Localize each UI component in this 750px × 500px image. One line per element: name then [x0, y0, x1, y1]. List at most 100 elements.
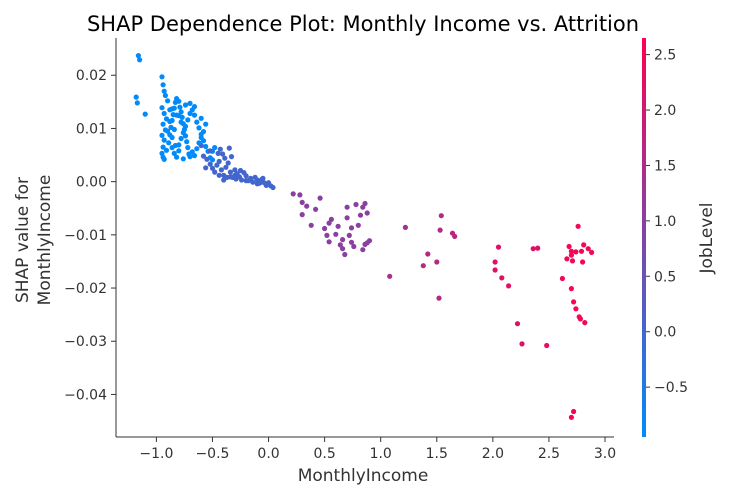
y-tick-label: −0.01	[64, 228, 107, 244]
data-point	[571, 299, 577, 305]
data-point	[166, 140, 172, 146]
y-tick-label: 0.02	[76, 68, 107, 84]
data-point	[227, 174, 233, 180]
colorbar-label: JobLevel	[697, 202, 717, 274]
colorbar-tick-label: 0.0	[654, 325, 676, 341]
x-tick-label: 0.0	[257, 446, 279, 462]
data-point	[239, 177, 245, 183]
data-point	[299, 199, 305, 205]
x-tick-label: 3.0	[594, 446, 616, 462]
data-point	[161, 137, 167, 143]
colorbar-tick-label: 0.5	[654, 269, 676, 285]
y-tick-label: −0.04	[64, 387, 107, 403]
y-axis-label-line-1: SHAP value for	[13, 177, 33, 303]
data-point	[172, 142, 178, 149]
data-point	[438, 213, 444, 219]
data-point	[357, 212, 364, 218]
data-point	[402, 224, 408, 230]
data-point	[495, 244, 502, 250]
data-point	[133, 94, 139, 100]
data-point	[223, 164, 229, 170]
data-point	[237, 167, 244, 174]
data-point	[159, 132, 165, 138]
data-point	[198, 115, 204, 121]
data-point	[566, 243, 572, 250]
data-point	[568, 248, 575, 254]
data-point	[452, 233, 458, 239]
data-point	[420, 263, 426, 269]
data-point	[573, 249, 579, 255]
data-point	[191, 153, 198, 159]
data-point	[177, 104, 183, 110]
data-point	[187, 154, 193, 160]
data-point	[159, 74, 165, 80]
data-point	[227, 169, 233, 175]
data-point	[212, 169, 218, 175]
colorbar-ticks: 2.5 2.0 1.5 1.0 0.5 0.0 −0.5	[646, 48, 688, 396]
data-point	[530, 246, 536, 252]
data-point	[169, 134, 175, 141]
data-point	[216, 172, 222, 178]
data-point	[228, 154, 235, 160]
data-point	[184, 139, 190, 145]
data-point	[589, 249, 595, 255]
data-point	[217, 146, 223, 152]
data-point	[344, 215, 350, 221]
data-point	[176, 98, 182, 104]
data-point	[232, 167, 238, 173]
data-point	[346, 232, 352, 238]
data-point	[364, 240, 370, 246]
data-point	[333, 231, 339, 237]
data-point	[194, 119, 200, 125]
data-point	[160, 121, 166, 127]
data-point	[304, 203, 310, 209]
data-point	[203, 165, 209, 171]
x-tick-label: 1.5	[426, 446, 448, 462]
colorbar-tick-label: 1.0	[654, 214, 676, 230]
data-point	[434, 259, 440, 265]
data-point	[207, 161, 213, 167]
x-tick-label: 0.5	[313, 446, 335, 462]
data-point	[134, 100, 140, 106]
data-point	[209, 157, 216, 163]
data-point	[250, 179, 256, 185]
data-point	[185, 117, 191, 123]
data-point	[215, 150, 221, 156]
data-point	[194, 146, 200, 152]
data-point	[317, 195, 323, 201]
y-tick-label: 0.00	[76, 175, 107, 191]
data-point	[200, 129, 207, 135]
data-point	[337, 242, 343, 248]
data-point	[220, 151, 226, 157]
data-point	[178, 119, 184, 125]
data-point	[167, 118, 173, 125]
colorbar-tick-label: −0.5	[654, 380, 688, 396]
data-point	[209, 165, 216, 171]
data-point	[437, 227, 443, 233]
data-point	[322, 225, 328, 232]
data-point	[225, 160, 231, 166]
data-point	[364, 210, 370, 216]
data-point	[187, 110, 193, 117]
data-point	[581, 242, 587, 248]
data-point	[189, 149, 195, 155]
data-point	[308, 222, 314, 228]
data-point	[232, 172, 238, 178]
data-point	[297, 192, 303, 198]
data-point	[578, 248, 585, 254]
x-tick-label: 1.0	[370, 446, 392, 462]
data-point	[270, 184, 276, 191]
data-point	[326, 239, 332, 245]
data-point	[160, 82, 166, 88]
data-point	[180, 156, 186, 162]
x-tick-label: −0.5	[195, 446, 229, 462]
data-point	[165, 98, 171, 104]
data-point	[585, 246, 591, 252]
data-point	[535, 245, 541, 251]
data-point	[387, 273, 393, 279]
data-point	[243, 173, 249, 179]
data-point	[573, 306, 579, 312]
data-point	[163, 147, 170, 153]
data-point	[564, 256, 570, 262]
data-point	[506, 283, 512, 289]
